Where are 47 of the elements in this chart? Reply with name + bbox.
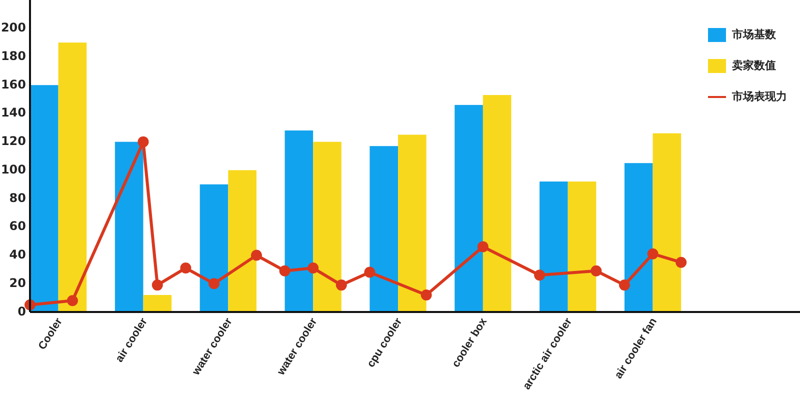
y-tick-label: 180 — [0, 49, 26, 64]
y-tick-label: 40 — [9, 248, 26, 262]
bar — [30, 85, 58, 312]
bar — [398, 134, 426, 312]
bar — [624, 163, 653, 312]
y-tick-label: 100 — [0, 162, 26, 176]
point — [152, 280, 163, 291]
y-tick-label: 20 — [9, 276, 26, 290]
point — [477, 241, 488, 252]
bar — [454, 104, 483, 312]
bar — [568, 182, 596, 312]
y-tick-label: 140 — [0, 106, 26, 120]
y-tick-label: 80 — [9, 190, 26, 205]
point — [250, 250, 262, 261]
bar — [143, 294, 172, 312]
bar — [200, 184, 228, 312]
point — [138, 136, 149, 148]
legend-label: 市场基数 — [731, 28, 777, 42]
y-tick-label: 0 — [18, 304, 26, 318]
legend-label: 市场表现力 — [731, 90, 787, 104]
point — [534, 270, 546, 281]
point — [647, 248, 658, 260]
point — [618, 280, 630, 291]
bar — [370, 146, 398, 312]
bar — [114, 142, 144, 312]
bar — [58, 42, 87, 312]
legend-label: 卖家数值 — [732, 59, 776, 72]
bar — [313, 142, 342, 312]
point — [336, 280, 347, 291]
y-tick-label: 60 — [9, 219, 26, 234]
point — [364, 266, 376, 278]
bar — [652, 133, 682, 312]
point — [308, 262, 319, 274]
bar — [284, 130, 314, 312]
point — [279, 265, 290, 276]
point — [590, 265, 602, 276]
bar — [482, 95, 512, 312]
bar — [228, 170, 256, 312]
y-tick-label: 160 — [0, 77, 26, 92]
point — [66, 295, 78, 306]
y-tick-label: 120 — [0, 134, 26, 148]
bar — [540, 182, 568, 312]
y-tick-label: 200 — [0, 20, 26, 35]
point — [180, 262, 192, 274]
point — [420, 289, 432, 300]
point — [208, 278, 220, 290]
point — [676, 256, 687, 268]
